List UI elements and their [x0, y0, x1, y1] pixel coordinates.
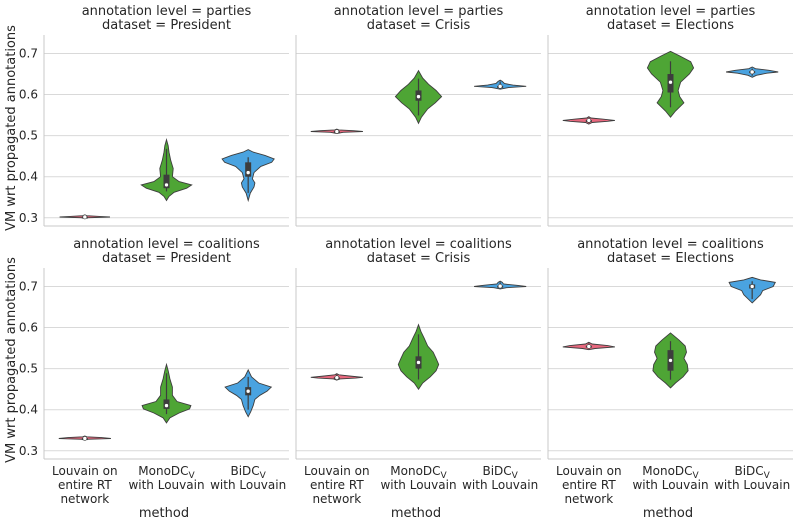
- violin-iqr-box: [245, 162, 252, 177]
- x-tick-label: network: [60, 492, 109, 506]
- panel-title-level: annotation level = parties: [334, 4, 504, 19]
- violin-median: [668, 358, 673, 363]
- x-tick-label: MonoDCV: [642, 464, 699, 481]
- violin-median: [497, 84, 503, 89]
- panel-0: 0.3 0.4 0.5 0.6 0.7 annotation level = partie…: [19, 4, 289, 227]
- x-tick-label: Louvain on: [304, 464, 370, 478]
- panel-3: 0.3 0.4 0.5 0.6 0.7 annotation level = coalit…: [19, 237, 289, 506]
- y-tick-label: 0.5: [19, 362, 38, 376]
- panel-title-level: annotation level = coalitions: [325, 237, 512, 252]
- violin-median: [82, 436, 88, 441]
- y-tick-label: 0.3: [19, 211, 38, 225]
- x-tick-label: with Louvain: [632, 478, 708, 492]
- x-tick-label: with Louvain: [210, 478, 286, 492]
- x-tick-label: network: [564, 492, 613, 506]
- violin-iqr-box: [163, 174, 170, 189]
- y-tick-label: 0.4: [19, 170, 38, 184]
- violin-median: [164, 182, 169, 188]
- x-tick-label: BiDCV: [230, 464, 266, 481]
- y-axis-label-top: VM wrt propagated annotations: [4, 25, 19, 231]
- panel-title-dataset: dataset = Elections: [607, 251, 734, 266]
- x-tick-label: entire RT: [562, 478, 616, 492]
- violin-median: [749, 69, 755, 75]
- violin-median: [586, 118, 592, 123]
- panel-title-dataset: dataset = Crisis: [367, 18, 471, 33]
- violin-median: [668, 79, 673, 85]
- violin-median: [586, 344, 592, 349]
- y-tick-label: 0.7: [19, 279, 38, 293]
- violin-median: [416, 360, 421, 365]
- violin-median: [164, 403, 169, 408]
- x-tick-label: MonoDCV: [138, 464, 195, 481]
- violin-median: [749, 284, 755, 289]
- panel-title-level: annotation level = parties: [82, 4, 252, 19]
- y-tick-label: 0.4: [19, 403, 38, 417]
- violin-median: [416, 94, 421, 99]
- panel-title-level: annotation level = coalitions: [577, 237, 764, 252]
- panel-title-level: annotation level = coalitions: [73, 237, 260, 252]
- y-tick-label: 0.6: [19, 88, 38, 102]
- x-tick-label: entire RT: [58, 478, 112, 492]
- y-tick-label: 0.3: [19, 444, 38, 458]
- violin-median: [334, 375, 340, 380]
- x-tick-label: network: [312, 492, 361, 506]
- x-tick-label: Louvain on: [52, 464, 118, 478]
- violin-median: [245, 388, 251, 394]
- panel-title-dataset: dataset = Elections: [607, 18, 734, 33]
- x-axis-label-middle: method: [391, 506, 441, 521]
- x-axis-label-left: method: [139, 506, 189, 521]
- panel-title-level: annotation level = parties: [586, 4, 756, 19]
- x-axis-label-right: method: [643, 506, 693, 521]
- x-tick-label: BiDCV: [734, 464, 770, 481]
- panel-title-dataset: dataset = President: [102, 18, 231, 33]
- x-tick-label: Louvain on: [556, 464, 622, 478]
- x-tick-label: entire RT: [310, 478, 364, 492]
- x-tick-label: with Louvain: [380, 478, 456, 492]
- panel-title-dataset: dataset = Crisis: [367, 251, 471, 266]
- violin-median: [334, 129, 340, 134]
- x-tick-label: MonoDCV: [390, 464, 447, 481]
- y-tick-label: 0.6: [19, 321, 38, 335]
- y-axis-label-bottom: VM wrt propagated annotations: [4, 257, 19, 463]
- violin-median: [82, 214, 88, 220]
- x-tick-label: with Louvain: [462, 478, 538, 492]
- x-tick-label: BiDCV: [482, 464, 518, 481]
- violin-median: [245, 170, 251, 175]
- y-tick-label: 0.5: [19, 129, 38, 143]
- x-tick-label: with Louvain: [128, 478, 204, 492]
- violin-median: [497, 283, 503, 289]
- panel-title-dataset: dataset = President: [102, 251, 231, 266]
- y-tick-label: 0.7: [19, 46, 38, 60]
- x-tick-label: with Louvain: [714, 478, 790, 492]
